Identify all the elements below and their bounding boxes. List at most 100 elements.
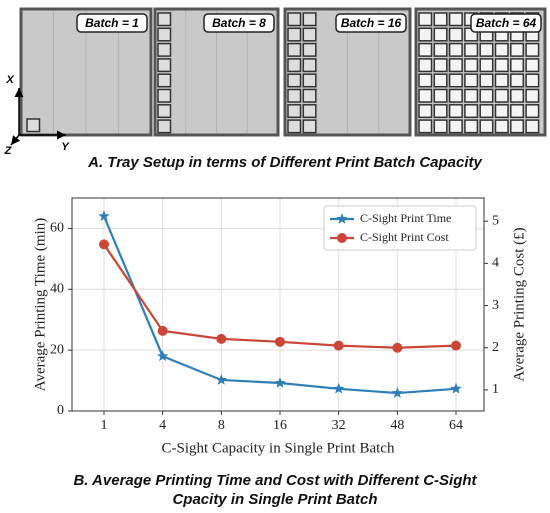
x-tick-label: 32	[332, 418, 346, 433]
batch-label: Batch = 16	[341, 16, 402, 30]
slot	[525, 119, 540, 134]
slot	[287, 119, 302, 134]
slot	[464, 104, 479, 119]
slot	[433, 73, 448, 88]
plot-frame	[71, 197, 485, 412]
slot	[525, 88, 540, 103]
slot	[287, 58, 302, 73]
slot	[157, 88, 172, 103]
slot	[510, 73, 525, 88]
point	[216, 333, 227, 344]
slot	[302, 119, 317, 134]
y-tick-label: 0	[57, 403, 64, 418]
slot	[26, 118, 41, 133]
slot	[287, 88, 302, 103]
batch-label-box	[76, 13, 148, 33]
panel-a-caption: A. Tray Setup in terms of Different Prin…	[87, 154, 482, 171]
slot	[494, 88, 509, 103]
batch-label-box	[203, 13, 275, 33]
slot	[287, 104, 302, 119]
slot	[418, 27, 433, 42]
slot	[287, 73, 302, 88]
slot	[302, 27, 317, 42]
batch-label-box	[470, 13, 542, 33]
point	[98, 210, 110, 222]
slot	[464, 42, 479, 57]
slot	[525, 42, 540, 57]
y2-tick-label: 1	[492, 382, 499, 397]
x-tick-label: 64	[449, 418, 463, 433]
slot	[494, 42, 509, 57]
point	[157, 325, 168, 336]
point	[333, 382, 345, 394]
point	[333, 340, 344, 351]
x-tick-label: 4	[159, 418, 166, 433]
point	[157, 350, 169, 362]
slot	[510, 104, 525, 119]
slot	[433, 12, 448, 27]
slot	[510, 88, 525, 103]
y-tick-label: 60	[50, 221, 64, 236]
slot	[302, 104, 317, 119]
legend-label: C-Sight Print Time	[360, 211, 451, 225]
y-tick-label: 20	[50, 342, 64, 357]
slot	[302, 12, 317, 27]
x-tick-label: 16	[273, 418, 287, 433]
slot	[302, 42, 317, 57]
slot	[479, 58, 494, 73]
slot	[448, 42, 463, 57]
slot	[433, 88, 448, 103]
batch-label: Batch = 64	[476, 16, 537, 30]
y2-tick-label: 2	[492, 340, 499, 355]
slot	[464, 73, 479, 88]
slot	[510, 58, 525, 73]
slot	[479, 104, 494, 119]
slot	[157, 104, 172, 119]
legend-label: C-Sight Print Cost	[360, 230, 449, 244]
point	[391, 387, 403, 398]
slot	[157, 42, 172, 57]
x-axis-label: C-Sight Capacity in Single Print Batch	[162, 440, 395, 456]
slot	[525, 104, 540, 119]
slot	[418, 58, 433, 73]
point	[392, 342, 403, 353]
axis-name: X	[5, 74, 14, 86]
axis-name: Y	[61, 141, 70, 153]
slot	[418, 73, 433, 88]
slot	[433, 119, 448, 134]
slot	[157, 58, 172, 73]
slot	[494, 119, 509, 134]
slot	[157, 12, 172, 27]
panel-b-caption: B. Average Printing Time and Cost with D…	[73, 472, 477, 508]
y2-tick-label: 3	[492, 298, 499, 313]
point	[450, 382, 462, 394]
slot	[510, 119, 525, 134]
batch-label: Batch = 1	[85, 16, 139, 30]
slot	[448, 12, 463, 27]
y2-tick-label: 5	[492, 213, 499, 228]
slot	[157, 119, 172, 134]
x-tick-label: 8	[218, 418, 225, 433]
slot	[448, 104, 463, 119]
axis-arrow	[10, 134, 21, 146]
batch-label-box	[335, 13, 407, 33]
slot	[302, 58, 317, 73]
slot	[448, 88, 463, 103]
slot	[433, 104, 448, 119]
x-tick-label: 48	[390, 418, 404, 433]
slot	[448, 73, 463, 88]
point	[99, 239, 109, 250]
legend-box	[323, 205, 477, 251]
slot	[433, 42, 448, 57]
slot	[433, 58, 448, 73]
y-tick-label: 40	[50, 282, 64, 297]
slot	[287, 42, 302, 57]
axis-name: Z	[4, 145, 13, 157]
slot	[479, 88, 494, 103]
slot	[302, 73, 317, 88]
point	[274, 377, 286, 388]
slot	[479, 73, 494, 88]
slot	[433, 27, 448, 42]
slot	[157, 73, 172, 88]
